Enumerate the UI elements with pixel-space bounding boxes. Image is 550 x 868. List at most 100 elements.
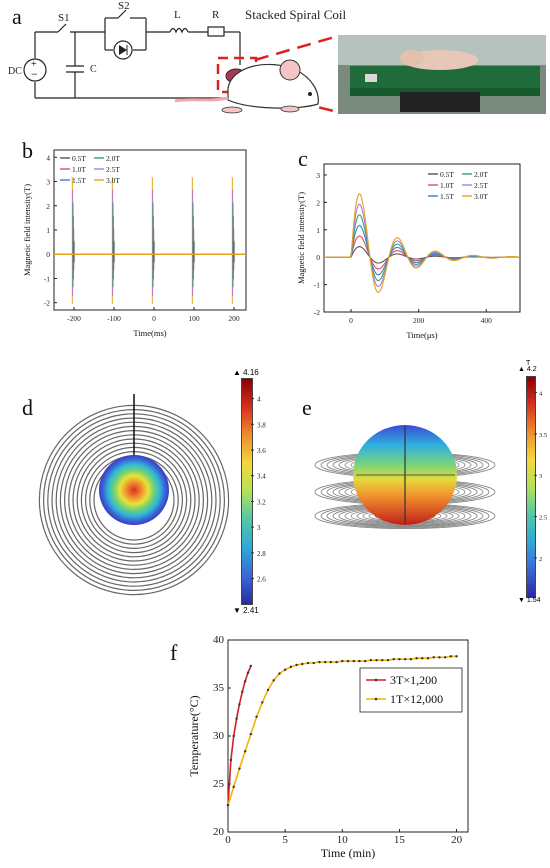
data-point — [238, 703, 241, 706]
legend-label: 2.0T — [106, 154, 120, 163]
colorbar-e: T ▲ 4.2 4 3.5 3 2.5 2 ▼ 1.54 — [518, 360, 550, 610]
data-point — [289, 665, 293, 669]
x-axis-label: Time(ms) — [133, 328, 166, 338]
legend-label: 1.0T — [72, 165, 86, 174]
legend-label: 3.0T — [106, 176, 120, 185]
legend-label: 3.0T — [474, 192, 488, 201]
mouse-photo — [338, 35, 546, 114]
colorbar-tick-label: 2 — [539, 556, 542, 563]
x-tick-label: 400 — [481, 316, 493, 325]
colorbar-d: ▲ 4.16 4 3.8 3.6 3.4 3.2 3 2.8 2.6 ▼ 2.41 — [233, 368, 293, 618]
data-point — [346, 659, 350, 663]
data-point — [443, 656, 447, 659]
data-point — [358, 659, 361, 663]
colorbar-tick-label: 3 — [539, 473, 542, 480]
series-line-3.0T — [324, 192, 520, 293]
data-point — [392, 658, 395, 661]
y-tick-label: 2 — [316, 198, 320, 207]
legend-marker — [374, 697, 378, 701]
data-point — [398, 658, 401, 661]
panel-label-a: a — [12, 4, 22, 29]
colorbar-tick-label: 3.5 — [539, 432, 547, 439]
heatmap-d — [38, 394, 230, 596]
colorbar-e-max: ▲ 4.2 — [518, 366, 537, 373]
colorbar-tick-label: 4 — [257, 396, 261, 404]
mouse-illustration — [174, 59, 319, 114]
data-point — [318, 660, 321, 664]
colorbar-tick-label: 4 — [539, 391, 543, 398]
svg-text:+: + — [31, 59, 37, 70]
colorbar-tick-label: 3.6 — [257, 447, 266, 455]
panel-label-f: f — [170, 640, 178, 665]
series-line-3t — [227, 665, 252, 806]
data-point — [369, 658, 373, 662]
data-point — [266, 688, 270, 692]
plot-frame — [53, 149, 247, 311]
data-point — [363, 659, 367, 663]
data-point — [283, 668, 287, 671]
data-point — [229, 758, 233, 762]
data-point — [238, 767, 241, 770]
data-point — [261, 701, 264, 704]
data-point — [335, 660, 338, 664]
x-tick-label: 20 — [451, 834, 463, 846]
circuit-label-dc: DC — [8, 66, 22, 77]
y-axis-label: Magnetic field intensity(T) — [22, 184, 32, 276]
x-tick-label: 0 — [225, 834, 231, 846]
y-tick-label: 3 — [46, 178, 50, 187]
circuit-label-s2: S2 — [118, 0, 130, 12]
data-point — [306, 661, 310, 665]
colorbar-tick-label: 3 — [257, 524, 261, 532]
y-tick-label: 25 — [213, 778, 225, 790]
data-point — [415, 657, 418, 660]
y-tick-label: -1 — [314, 281, 320, 290]
data-point — [232, 785, 235, 789]
panel-label-d: d — [22, 395, 33, 420]
data-point — [312, 661, 315, 665]
colorbar-tick-label: 3.2 — [257, 498, 266, 506]
legend-label: 1T×12,000 — [390, 692, 443, 706]
data-point — [249, 732, 253, 736]
chart-c: 0 200 400 -2 -1 0 1 2 3 Time(μs) Magnetic field in… — [296, 163, 521, 340]
data-point — [232, 734, 235, 738]
coil-title: Stacked Spiral Coil — [245, 7, 346, 22]
circuit-label-r: R — [212, 9, 220, 21]
chart-b: -200 -100 0 100 200 -2 -1 0 1 2 3 4 Time(ms) Magnetic… — [22, 149, 247, 338]
circuit-label-s1: S1 — [58, 12, 70, 24]
x-axis-label: Time(μs) — [406, 330, 437, 340]
x-tick-label: 200 — [413, 316, 425, 325]
y-tick-label: 30 — [213, 730, 225, 742]
heatmap-e — [314, 425, 496, 530]
legend-label: 2.5T — [474, 181, 488, 190]
data-point — [409, 658, 413, 661]
x-tick-label: 10 — [337, 834, 349, 846]
legend-label: 1.5T — [72, 176, 86, 185]
legend-label: 2.0T — [474, 170, 488, 179]
x-tick-label: 0 — [349, 316, 353, 325]
data-point — [226, 803, 230, 807]
y-tick-label: 4 — [46, 153, 50, 162]
data-point — [386, 658, 390, 662]
x-tick-label: 15 — [394, 834, 406, 846]
data-point — [381, 658, 384, 662]
x-tick-label: 100 — [188, 314, 200, 323]
x-tick-label: -100 — [107, 314, 121, 323]
data-point — [272, 679, 275, 682]
legend-label: 3T×1,200 — [390, 673, 437, 687]
y-tick-label: 3 — [316, 171, 320, 180]
data-point — [329, 660, 333, 664]
data-point — [403, 658, 407, 661]
y-tick-label: 0 — [316, 253, 320, 262]
colorbar-e-min: ▼ 1.54 — [518, 597, 541, 604]
legend-label: 0.5T — [72, 154, 86, 163]
data-point — [455, 655, 458, 658]
y-tick-label: 0 — [46, 250, 50, 259]
colorbar-tick-label: 3.8 — [257, 421, 266, 429]
colorbar-tick-label: 2.6 — [257, 576, 266, 584]
circuit-label-l: L — [174, 9, 181, 21]
x-tick-label: 0 — [152, 314, 156, 323]
data-point — [432, 656, 435, 659]
colorbar-tick-label: 2.8 — [257, 550, 266, 558]
y-tick-label: 20 — [213, 826, 225, 838]
y-axis-label: Temperature(°C) — [187, 695, 201, 776]
